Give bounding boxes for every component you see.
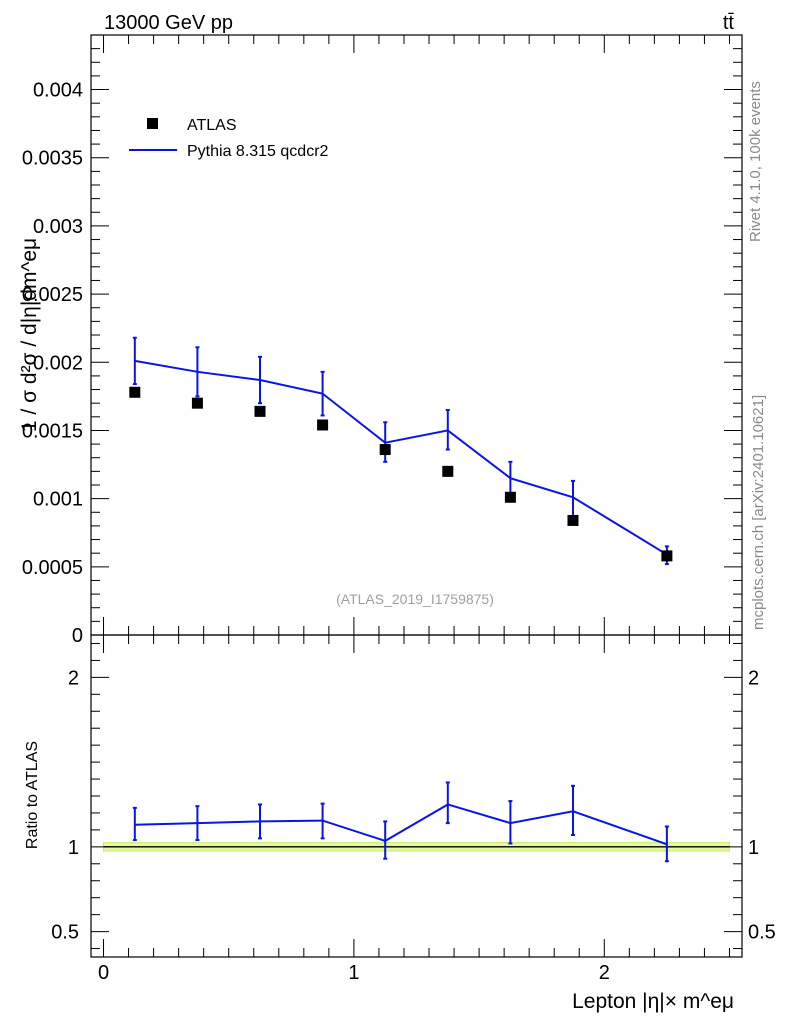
main-panel: 0 0.0005 0.001 0.0015 0.002 0.0025 0.003 0.0035… <box>18 34 743 647</box>
source-label: mcplots.cern.ch [arXiv:2401.10621] <box>750 395 767 630</box>
process-label: tt̄ <box>723 12 735 34</box>
ratio-y-tick-label: 0.5 <box>51 922 79 944</box>
atlas-data-point <box>379 444 391 456</box>
atlas-data-point <box>191 397 203 409</box>
legend-label-atlas: ATLAS <box>187 117 237 134</box>
legend-marker-atlas <box>147 118 158 129</box>
atlas-data-point <box>254 405 266 417</box>
atlas-data-point <box>661 550 673 562</box>
atlas-data-point <box>442 465 454 477</box>
main-y-tick-label: 0 <box>72 625 83 647</box>
main-y-axis-title: 1 / σ d²σ / d|η|dm^eμ <box>18 238 41 432</box>
main-y-tick-label: 0.004 <box>33 80 83 102</box>
ratio-y-tick-label-right: 1 <box>748 837 759 859</box>
x-axis-title: Lepton |η|× m^eμ <box>572 990 734 1013</box>
atlas-data-point <box>567 514 579 526</box>
rivet-label: Rivet 4.1.0, 100k events <box>747 81 764 242</box>
main-y-tick-label: 0.0015 <box>22 420 83 442</box>
analysis-annotation: (ATLAS_2019_I1759875) <box>336 591 494 607</box>
main-x-ticks <box>103 35 730 635</box>
ratio-plot-frame <box>90 634 743 958</box>
x-tick-label: 0 <box>98 962 109 984</box>
ratio-pythia-line <box>134 803 668 846</box>
ratio-panel: 0.5 0.5 1 1 2 2 0 1 2 Ratio to ATLAS Lepton |η|… <box>24 634 776 1013</box>
legend: ATLAS Pythia 8.315 qcdcr2 <box>129 117 329 160</box>
main-y-tick-label: 0.0025 <box>22 284 83 306</box>
ratio-y-tick-label-right: 2 <box>748 667 759 689</box>
atlas-data-point <box>129 386 141 398</box>
legend-label-pythia: Pythia 8.315 qcdcr2 <box>187 143 329 160</box>
ratio-y-axis-title: Ratio to ATLAS <box>24 741 41 849</box>
main-y-axis: 0 0.0005 0.001 0.0015 0.002 0.0025 0.003 0.0035… <box>22 34 742 647</box>
main-series <box>129 336 673 566</box>
energy-label: 13000 GeV pp <box>104 12 233 34</box>
ratio-reference-band <box>103 842 730 852</box>
main-y-tick-label: 0.001 <box>33 489 83 511</box>
x-tick-label: 2 <box>599 962 610 984</box>
pythia-line <box>134 359 668 556</box>
ratio-series <box>132 781 669 863</box>
ratio-y-tick-label: 1 <box>68 837 79 859</box>
main-y-tick-label: 0.003 <box>33 216 83 238</box>
ratio-x-axis: 0 1 2 <box>98 635 730 984</box>
main-y-tick-label: 0.0005 <box>22 557 83 579</box>
ratio-y-axis: 0.5 0.5 1 1 2 2 <box>51 642 776 950</box>
main-y-tick-label: 0.0035 <box>22 148 83 170</box>
ratio-y-tick-label-right: 0.5 <box>748 922 776 944</box>
x-tick-label: 1 <box>348 962 359 984</box>
main-y-tick-label: 0.002 <box>33 352 83 374</box>
atlas-data-point <box>504 491 516 503</box>
ratio-y-tick-label: 2 <box>68 667 79 689</box>
atlas-data-point <box>317 419 329 431</box>
